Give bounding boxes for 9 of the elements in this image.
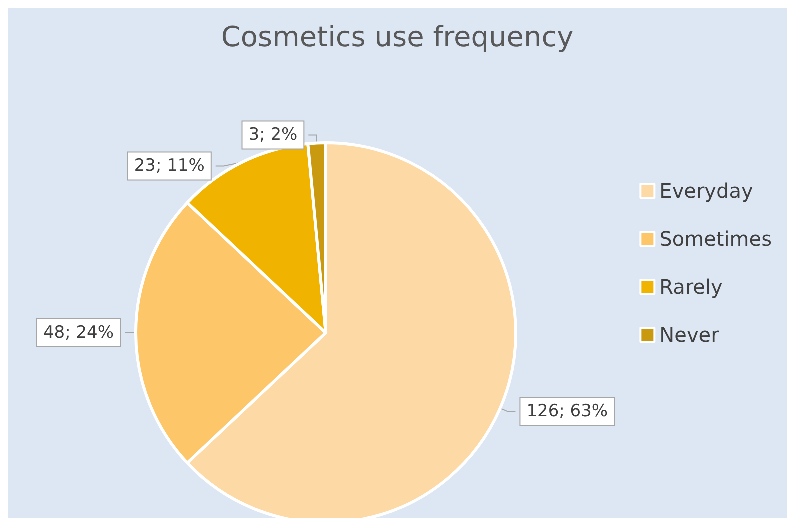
chart-title: Cosmetics use frequency bbox=[221, 20, 574, 54]
legend-label: Never bbox=[660, 323, 720, 347]
data-label: 23; 11% bbox=[134, 156, 205, 176]
data-label: 126; 63% bbox=[526, 402, 608, 422]
legend-label: Everyday bbox=[660, 179, 754, 203]
data-label: 3; 2% bbox=[248, 125, 298, 146]
data-label: 48; 24% bbox=[43, 323, 114, 343]
legend-label: Sometimes bbox=[660, 227, 772, 251]
legend-label: Rarely bbox=[660, 275, 724, 299]
